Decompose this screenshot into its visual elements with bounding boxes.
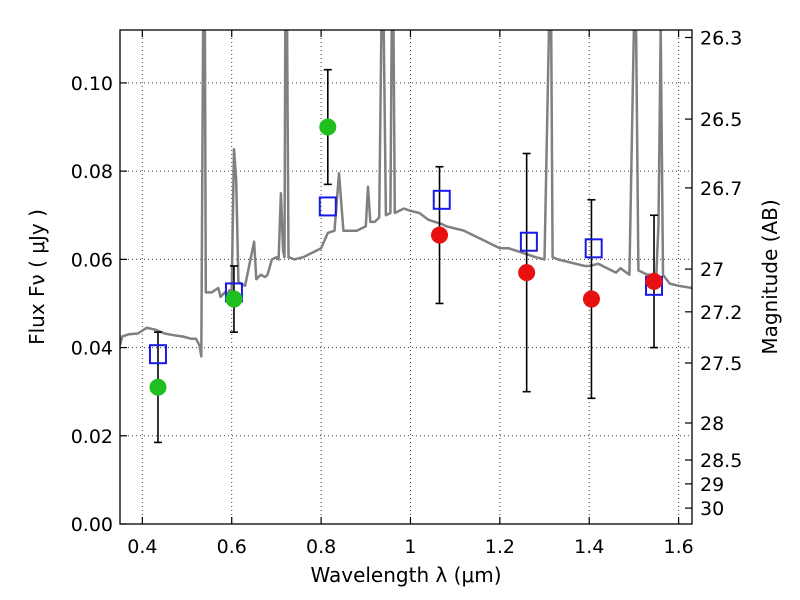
x-axis-label: Wavelength λ (μm) — [310, 563, 501, 587]
x-tick-label: 1.2 — [485, 536, 515, 558]
observed-flux-point — [225, 290, 243, 308]
x-tick-label: 0.4 — [127, 536, 157, 558]
y-tick-label: 0.06 — [71, 249, 113, 271]
y2-tick-label: 29 — [700, 474, 724, 496]
model-flux-square — [519, 231, 538, 252]
x-tick-label: 0.8 — [306, 536, 336, 558]
observed-flux-point — [582, 290, 600, 308]
model-flux-square — [148, 344, 167, 365]
observed-flux-point — [319, 118, 337, 136]
y-tick-label: 0.10 — [71, 73, 113, 95]
y-axis-label: Flux Fν ( μJy ) — [25, 209, 49, 345]
y2-tick-label: 27.2 — [700, 302, 742, 324]
y2-tick-label: 27 — [700, 259, 724, 281]
x-tick-label: 1.4 — [574, 536, 604, 558]
y-tick-label: 0.00 — [71, 514, 113, 536]
y2-tick-label: 27.5 — [700, 353, 742, 375]
y2-tick-label: 30 — [700, 498, 724, 520]
y-tick-label: 0.02 — [71, 426, 113, 448]
axes-layer: 0.4 0.6 0.8 1 1.2 1.4 1.6 0.00 0.02 0.04 0.06 0.08 0… — [71, 27, 743, 558]
y-tick-label: 0.04 — [71, 338, 113, 360]
y2-tick-label: 26.7 — [700, 178, 742, 200]
model-spectrum-line — [120, 30, 692, 358]
model-flux-square — [432, 189, 451, 210]
model-flux-square — [584, 238, 603, 259]
observed-flux-point — [149, 378, 167, 396]
y2-tick-label: 26.3 — [700, 27, 742, 49]
observed-flux-point — [431, 226, 449, 244]
y-tick-label: 0.08 — [71, 161, 113, 183]
y2-tick-label: 28 — [700, 413, 724, 435]
plot-frame — [119, 29, 693, 525]
x-tick-label: 1 — [404, 536, 416, 558]
y2-tick-label: 28.5 — [700, 450, 742, 472]
observed-flux-point — [518, 264, 536, 282]
y2-tick-label: 26.5 — [700, 109, 742, 131]
observed-flux-point — [645, 272, 663, 290]
y2-axis-label: Magnitude (AB) — [758, 199, 782, 354]
series-layer — [120, 30, 692, 444]
model-flux-square — [318, 196, 337, 217]
x-tick-label: 0.6 — [217, 536, 247, 558]
x-tick-label: 1.6 — [663, 536, 693, 558]
